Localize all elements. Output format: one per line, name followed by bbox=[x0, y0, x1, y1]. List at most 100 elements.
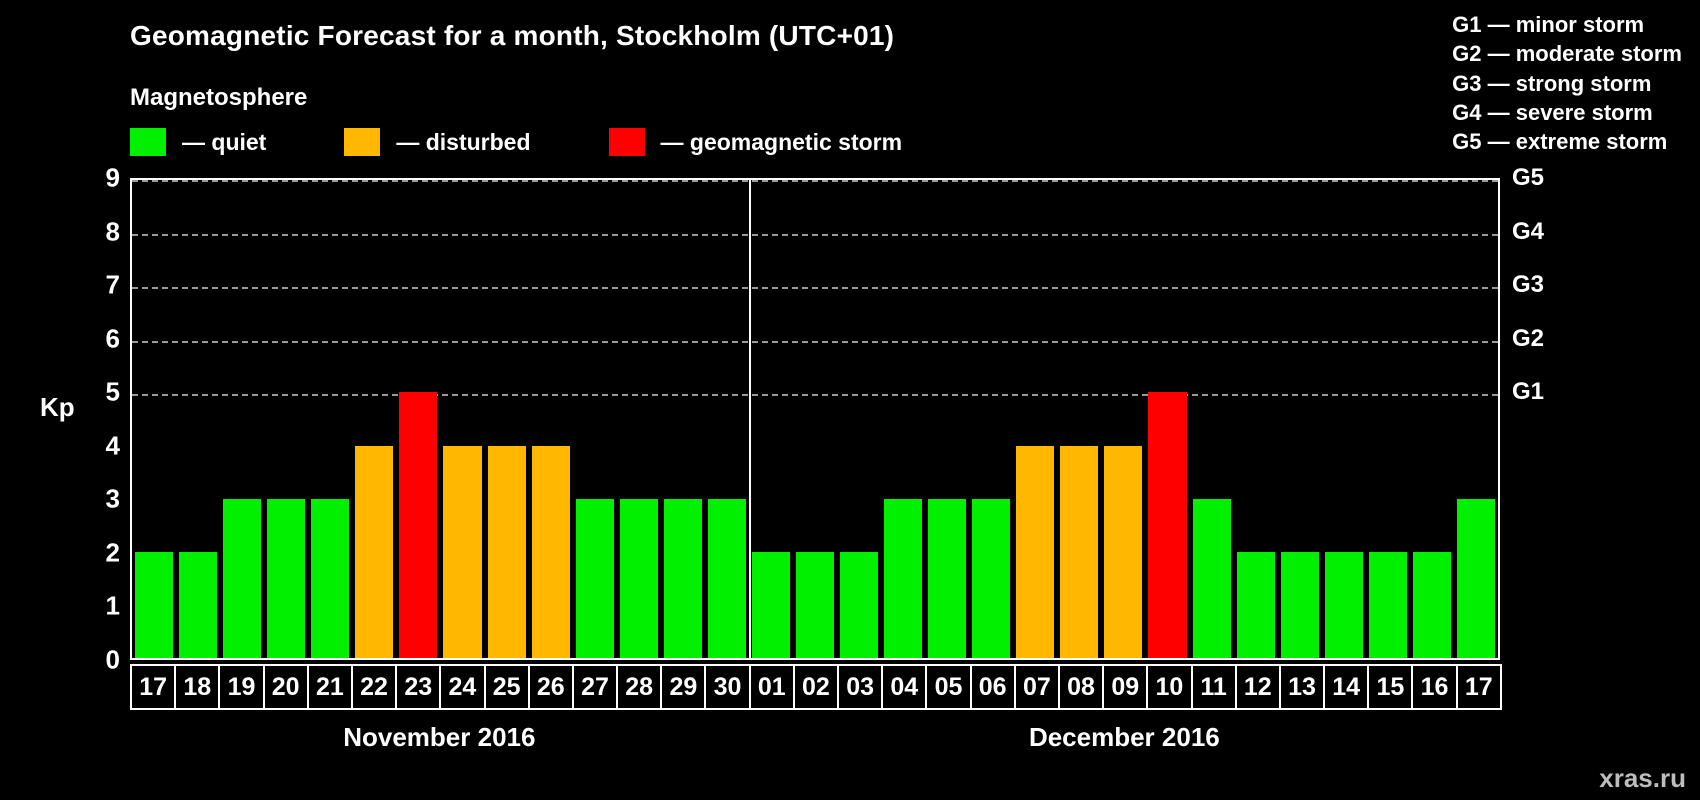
bar-cell[interactable] bbox=[352, 180, 396, 658]
bar-day-29[interactable] bbox=[663, 498, 702, 658]
bar-day-10[interactable] bbox=[1148, 392, 1187, 658]
bar-day-25[interactable] bbox=[487, 445, 526, 658]
day-label-18[interactable]: 05 bbox=[925, 664, 972, 710]
bar-cell[interactable] bbox=[1234, 180, 1278, 658]
bar-day-12[interactable] bbox=[1236, 551, 1275, 658]
day-label-15[interactable]: 02 bbox=[792, 664, 839, 710]
y-tick-9: 9 bbox=[105, 162, 120, 193]
bar-cell[interactable] bbox=[881, 180, 925, 658]
day-label-20[interactable]: 07 bbox=[1013, 664, 1060, 710]
bar-day-01[interactable] bbox=[751, 551, 790, 658]
day-label-21[interactable]: 08 bbox=[1057, 664, 1105, 710]
bar-day-21[interactable] bbox=[311, 498, 350, 658]
bar-day-02[interactable] bbox=[795, 551, 834, 658]
bar-cell[interactable] bbox=[1190, 180, 1234, 658]
day-label-23[interactable]: 10 bbox=[1146, 664, 1193, 710]
g-tick-g3: G3 bbox=[1512, 271, 1545, 299]
bar-day-18[interactable] bbox=[179, 551, 218, 658]
bar-cell[interactable] bbox=[1101, 180, 1145, 658]
bar-cell[interactable] bbox=[1322, 180, 1366, 658]
day-label-29[interactable]: 16 bbox=[1411, 664, 1458, 710]
bar-day-09[interactable] bbox=[1104, 445, 1143, 658]
day-label-7[interactable]: 24 bbox=[439, 664, 486, 710]
day-label-1[interactable]: 18 bbox=[174, 664, 221, 710]
bar-day-16[interactable] bbox=[1412, 551, 1451, 658]
bar-day-05[interactable] bbox=[928, 498, 967, 658]
bar-cell[interactable] bbox=[1278, 180, 1322, 658]
bar-day-26[interactable] bbox=[531, 445, 570, 658]
day-label-28[interactable]: 15 bbox=[1367, 664, 1414, 710]
day-label-30[interactable]: 17 bbox=[1455, 664, 1502, 710]
day-label-16[interactable]: 03 bbox=[837, 664, 884, 710]
bar-cell[interactable] bbox=[1013, 180, 1057, 658]
day-label-2[interactable]: 19 bbox=[218, 664, 265, 710]
bar-day-06[interactable] bbox=[972, 498, 1011, 658]
day-label-11[interactable]: 28 bbox=[616, 664, 663, 710]
day-label-4[interactable]: 21 bbox=[306, 664, 353, 710]
bar-cell[interactable] bbox=[529, 180, 573, 658]
day-label-19[interactable]: 06 bbox=[969, 664, 1016, 710]
bar-day-30[interactable] bbox=[707, 498, 746, 658]
bar-cell[interactable] bbox=[396, 180, 440, 658]
bar-cell[interactable] bbox=[1057, 180, 1101, 658]
bar-cell[interactable] bbox=[969, 180, 1013, 658]
bar-day-22[interactable] bbox=[355, 445, 394, 658]
bar-cell[interactable] bbox=[220, 180, 264, 658]
bar-cell[interactable] bbox=[837, 180, 881, 658]
day-label-26[interactable]: 13 bbox=[1278, 664, 1326, 710]
bar-day-11[interactable] bbox=[1192, 498, 1231, 658]
magnetosphere-legend: — quiet — disturbed — geomagnetic storm bbox=[130, 128, 980, 156]
bar-cell[interactable] bbox=[617, 180, 661, 658]
bar-day-19[interactable] bbox=[223, 498, 262, 658]
day-label-27[interactable]: 14 bbox=[1323, 664, 1370, 710]
day-label-0[interactable]: 17 bbox=[130, 664, 177, 710]
bar-day-08[interactable] bbox=[1060, 445, 1099, 658]
gridline-kp-5 bbox=[132, 394, 1498, 397]
watermark: xras.ru bbox=[1599, 763, 1686, 793]
bar-day-28[interactable] bbox=[619, 498, 658, 658]
day-label-17[interactable]: 04 bbox=[881, 664, 928, 710]
day-label-13[interactable]: 30 bbox=[704, 664, 751, 710]
bar-day-17[interactable] bbox=[1456, 498, 1495, 658]
bar-cell[interactable] bbox=[176, 180, 220, 658]
day-label-3[interactable]: 20 bbox=[262, 664, 309, 710]
bar-cell[interactable] bbox=[1145, 180, 1189, 658]
bar-day-13[interactable] bbox=[1280, 551, 1319, 658]
day-label-14[interactable]: 01 bbox=[748, 664, 795, 710]
bar-cell[interactable] bbox=[132, 180, 176, 658]
day-label-8[interactable]: 25 bbox=[483, 664, 530, 710]
bar-day-14[interactable] bbox=[1324, 551, 1363, 658]
bar-cell[interactable] bbox=[440, 180, 484, 658]
bar-day-15[interactable] bbox=[1368, 551, 1407, 658]
bar-cell[interactable] bbox=[1454, 180, 1498, 658]
bar-day-04[interactable] bbox=[884, 498, 923, 658]
bar-cell[interactable] bbox=[925, 180, 969, 658]
bar-day-23[interactable] bbox=[399, 392, 438, 658]
bar-cell[interactable] bbox=[705, 180, 749, 658]
bar-day-24[interactable] bbox=[443, 445, 482, 658]
month-divider bbox=[748, 180, 751, 658]
bar-cell[interactable] bbox=[749, 180, 793, 658]
bar-day-20[interactable] bbox=[267, 498, 306, 658]
day-label-6[interactable]: 23 bbox=[395, 664, 442, 710]
day-label-25[interactable]: 12 bbox=[1234, 664, 1281, 710]
g-tick-g4: G4 bbox=[1512, 217, 1545, 245]
bar-cell[interactable] bbox=[485, 180, 529, 658]
day-label-24[interactable]: 11 bbox=[1190, 664, 1237, 710]
day-label-22[interactable]: 09 bbox=[1102, 664, 1149, 710]
day-label-12[interactable]: 29 bbox=[660, 664, 707, 710]
bar-cell[interactable] bbox=[573, 180, 617, 658]
bar-cell[interactable] bbox=[793, 180, 837, 658]
bar-day-07[interactable] bbox=[1016, 445, 1055, 658]
bar-day-27[interactable] bbox=[575, 498, 614, 658]
bar-cell[interactable] bbox=[1366, 180, 1410, 658]
bar-cell[interactable] bbox=[1410, 180, 1454, 658]
bar-cell[interactable] bbox=[661, 180, 705, 658]
bar-day-03[interactable] bbox=[840, 551, 879, 658]
bar-cell[interactable] bbox=[264, 180, 308, 658]
bar-cell[interactable] bbox=[308, 180, 352, 658]
day-label-5[interactable]: 22 bbox=[350, 664, 398, 710]
bar-day-17[interactable] bbox=[135, 551, 174, 658]
day-label-9[interactable]: 26 bbox=[527, 664, 574, 710]
day-label-10[interactable]: 27 bbox=[571, 664, 619, 710]
